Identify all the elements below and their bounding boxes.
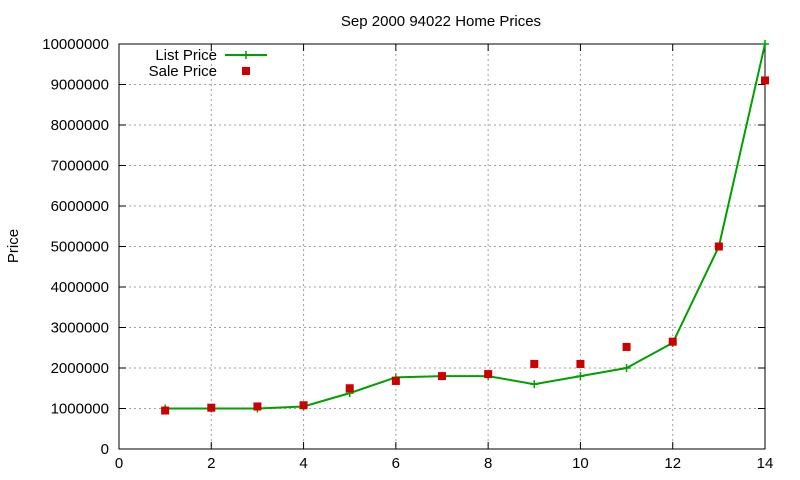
- series-layer: [161, 40, 769, 415]
- axes: 0 1000000 2000000 3000000 4000000 5000000 6000…: [42, 36, 773, 472]
- x-tick-label: 12: [664, 455, 681, 472]
- x-tick-label: 10: [572, 455, 589, 472]
- sale-price-point: [484, 370, 493, 379]
- x-tick-label: 8: [484, 455, 492, 472]
- y-tick-label: 1000000: [51, 401, 109, 418]
- x-tick-label: 2: [207, 455, 215, 472]
- sale-price-point: [299, 401, 308, 410]
- y-tick-label: 5000000: [51, 239, 109, 256]
- sale-price-point: [438, 372, 446, 381]
- y-tick-label: 4000000: [51, 279, 109, 296]
- sale-price-point: [714, 242, 723, 251]
- list-price-point: [530, 380, 539, 389]
- x-tick-label: 0: [115, 455, 123, 472]
- y-tick-label: 0: [101, 441, 109, 458]
- sale-price-point: [668, 337, 677, 346]
- sale-price-point: [530, 359, 539, 368]
- x-tick-label: 6: [392, 455, 400, 472]
- y-tick-label: 6000000: [51, 198, 109, 215]
- list-price-line: [165, 43, 766, 410]
- y-tick-label: 9000000: [51, 77, 109, 94]
- legend-label: List Price: [155, 47, 217, 64]
- y-tick-label: 8000000: [51, 117, 109, 134]
- y-tick-label: 3000000: [51, 320, 109, 337]
- sale-price-point: [253, 402, 262, 411]
- sale-price-point: [207, 403, 216, 412]
- y-axis-label: Price: [5, 229, 22, 263]
- sale-price-point: [622, 342, 631, 351]
- sale-price-point: [576, 359, 585, 368]
- x-tick-label: 4: [299, 455, 307, 472]
- sale-price-point: [161, 406, 170, 415]
- list-price-point: [576, 372, 585, 381]
- list-price-point: [761, 40, 769, 48]
- list-price-point: [622, 364, 631, 372]
- chart-title: Sep 2000 94022 Home Prices: [341, 13, 541, 30]
- y-tick-label: 7000000: [51, 158, 109, 175]
- grid: [119, 44, 765, 449]
- sale-price-point: [391, 376, 400, 385]
- y-tick-label: 2000000: [51, 360, 109, 377]
- sale-price-point: [761, 76, 769, 85]
- legend-key-square: [242, 67, 250, 75]
- legend-label: Sale Price: [149, 63, 217, 80]
- sale-price-point: [345, 384, 354, 393]
- x-tick-label: 14: [757, 455, 774, 472]
- y-tick-label: 10000000: [42, 36, 109, 53]
